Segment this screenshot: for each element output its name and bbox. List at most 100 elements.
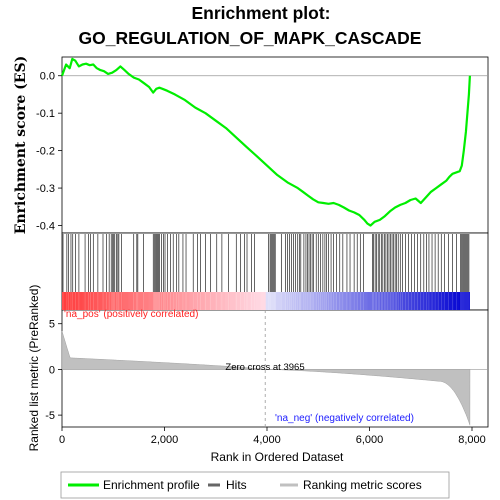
gradient-segment (352, 292, 358, 310)
gradient-segment (148, 292, 155, 310)
gradient-segment (393, 292, 399, 310)
rank-gradient-bar (62, 292, 470, 310)
gradient-segment (174, 292, 180, 310)
gradient-segment (342, 292, 348, 310)
gradient-segment (235, 292, 241, 310)
gradient-segment (189, 292, 195, 310)
gradient-segment (291, 292, 297, 310)
ranking-metric-area (61, 330, 471, 426)
gradient-segment (199, 292, 206, 310)
gradient-segment (433, 292, 440, 310)
gradient-segment (403, 292, 409, 310)
gradient-segment (250, 292, 257, 310)
chart-title-line2: GO_REGULATION_OF_MAPK_CASCADE (79, 28, 422, 48)
gradient-segment (107, 292, 114, 310)
es-panel (61, 56, 489, 234)
gradient-segment (143, 292, 150, 310)
gradient-segment (255, 292, 262, 310)
gradient-segment (270, 292, 277, 310)
gradient-segment (62, 292, 68, 310)
gradient-segment (92, 292, 99, 310)
gradient-segment (128, 292, 134, 310)
es-y-tick-label: -0.1 (36, 108, 55, 120)
gradient-segment (123, 292, 129, 310)
x-axis: 0 2,000 4,000 6,000 8,000 (59, 427, 486, 446)
metric-y-tick-label: -5 (45, 410, 55, 422)
gradient-segment (102, 292, 109, 310)
gradient-segment (163, 292, 170, 310)
pos-label: 'na_pos' (positively correlated) (64, 309, 198, 320)
gradient-segment (331, 292, 338, 310)
gradient-segment (316, 292, 323, 310)
legend-profile-label: Enrichment profile (103, 478, 200, 492)
gradient-segment (306, 292, 313, 310)
gradient-segment (449, 292, 455, 310)
es-y-tick-label: 0.0 (40, 71, 55, 83)
gradient-segment (133, 292, 139, 310)
x-tick-label: 6,000 (356, 434, 384, 446)
enrichment-profile-layer (60, 57, 471, 227)
gradient-segment (204, 292, 211, 310)
gradient-segment (459, 292, 465, 310)
gradient-segment (382, 292, 389, 310)
legend-metric-label: Ranking metric scores (303, 478, 422, 492)
metric-y-axis: 5 0 -5 (45, 319, 62, 422)
es-y-tick-label: -0.3 (36, 183, 55, 195)
gradient-segment (321, 292, 328, 310)
gradient-segment (443, 292, 450, 310)
legend: Enrichment profile Hits Ranking metric s… (60, 471, 450, 499)
es-y-tick-label: -0.2 (36, 146, 55, 158)
gradient-segment (326, 292, 333, 310)
gradient-segment (275, 292, 282, 310)
gradient-segment (260, 292, 267, 310)
gradient-segment (464, 292, 470, 310)
gradient-segment (398, 292, 404, 310)
gradient-segment (408, 292, 414, 310)
gradient-segment (280, 292, 287, 310)
enrichment-profile-line (60, 57, 471, 227)
gradient-segment (214, 292, 221, 310)
es-y-axis-title: Enrichment score (ES) (13, 56, 29, 234)
gradient-segment (224, 292, 231, 310)
gradient-segment (387, 292, 394, 310)
es-y-axis: 0.0 -0.1 -0.2 -0.3 -0.4 (36, 71, 62, 233)
gradient-segment (311, 292, 318, 310)
gradient-segment (245, 292, 251, 310)
gradient-segment (179, 292, 185, 310)
gradient-segment (138, 292, 144, 310)
gradient-segment (367, 292, 374, 310)
x-tick-label: 8,000 (458, 434, 486, 446)
zero-cross-label: Zero cross at 3965 (225, 362, 304, 373)
gradient-segment (87, 292, 94, 310)
metric-y-tick-label: 0 (49, 364, 55, 376)
legend-hits-label: Hits (226, 478, 247, 492)
gradient-segment (72, 292, 78, 310)
x-tick-label: 4,000 (253, 434, 281, 446)
gradient-segment (377, 292, 384, 310)
gradient-segment (372, 292, 379, 310)
gradient-segment (77, 292, 83, 310)
gradient-segment (219, 292, 226, 310)
gradient-segment (428, 292, 435, 310)
chart-title-line1: Enrichment plot: (191, 3, 330, 23)
neg-label: 'na_neg' (negatively correlated) (275, 413, 414, 424)
x-tick-label: 2,000 (151, 434, 179, 446)
metric-y-axis-title: Ranked list metric (PreRanked) (27, 285, 41, 452)
x-tick-label: 0 (59, 434, 65, 446)
gradient-segment (97, 292, 104, 310)
gradient-segment (413, 292, 420, 310)
gradient-segment (153, 292, 160, 310)
gradient-segment (438, 292, 445, 310)
hits-layer (62, 234, 470, 292)
gradient-segment (112, 292, 119, 310)
gradient-segment (209, 292, 216, 310)
gradient-segment (454, 292, 460, 310)
gradient-segment (184, 292, 190, 310)
ranking-metric-layer (61, 310, 488, 427)
x-axis-title: Rank in Ordered Dataset (211, 450, 344, 464)
metric-y-tick-label: 5 (49, 319, 55, 331)
gradient-segment (296, 292, 302, 310)
gradient-segment (168, 292, 175, 310)
gradient-segment (418, 292, 425, 310)
gradient-segment (118, 292, 124, 310)
